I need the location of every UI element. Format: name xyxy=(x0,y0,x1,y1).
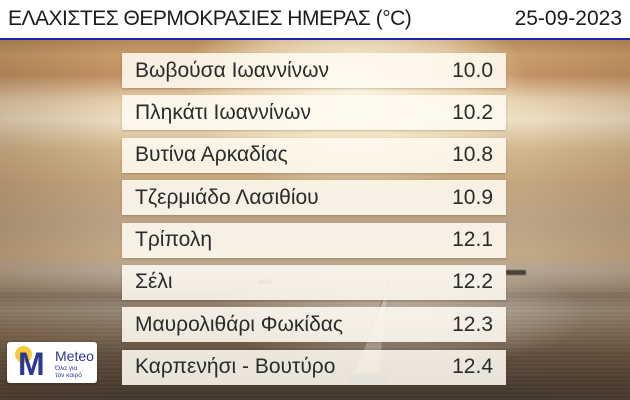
location-label: Τρίπολη xyxy=(135,228,213,252)
logo-brand-text: Meteo xyxy=(55,348,94,364)
meteo-logo: M Meteo Όλα για τον καιρό xyxy=(7,342,97,383)
location-label: Καρπενήσι - Βουτύρο xyxy=(135,355,336,379)
temperature-value: 12.1 xyxy=(452,228,493,252)
location-label: Τζερμιάδο Λασιθίου xyxy=(135,185,319,209)
table-row: Πληκάτι Ιωαννίνων 10.2 xyxy=(122,95,506,131)
header-divider xyxy=(0,38,630,40)
location-label: Βωβούσα Ιωαννίνων xyxy=(135,58,330,82)
table-row: Τζερμιάδο Λασιθίου 10.9 xyxy=(122,180,506,216)
temperature-value: 10.8 xyxy=(452,143,493,167)
table-row: Σέλι 12.2 xyxy=(122,264,506,300)
table-row: Βυτίνα Αρκαδίας 10.8 xyxy=(122,137,506,173)
sea-background-photo: Βωβούσα Ιωαννίνων 10.0 Πληκάτι Ιωαννίνων… xyxy=(0,40,630,400)
page-title: ΕΛΑΧΙΣΤΕΣ ΘΕΡΜΟΚΡΑΣΙΕΣ ΗΜΕΡΑΣ (°C) xyxy=(8,7,412,30)
location-label: Πληκάτι Ιωαννίνων xyxy=(135,100,311,124)
meteo-monogram: M xyxy=(18,346,45,382)
table-row: Βωβούσα Ιωαννίνων 10.0 xyxy=(122,53,506,88)
header-date: 25-09-2023 xyxy=(514,7,622,30)
location-label: Μαυρολιθάρι Φωκίδας xyxy=(135,312,344,336)
temperature-value: 10.9 xyxy=(452,185,493,209)
logo-tagline: Όλα για τον καιρό xyxy=(55,365,82,379)
sun-icon xyxy=(15,346,32,363)
location-label: Βυτίνα Αρκαδίας xyxy=(135,143,288,167)
location-label: Σέλι xyxy=(135,270,173,294)
temperature-value: 12.3 xyxy=(452,312,493,336)
table-row: Μαυρολιθάρι Φωκίδας 12.3 xyxy=(122,307,506,343)
logo-tagline-line2: τον καιρό xyxy=(55,372,82,379)
table-row: Καρπενήσι - Βουτύρο 12.4 xyxy=(122,349,506,385)
header-bar: ΕΛΑΧΙΣΤΕΣ ΘΕΡΜΟΚΡΑΣΙΕΣ ΗΜΕΡΑΣ (°C) 25-09… xyxy=(0,0,630,38)
logo-tagline-line1: Όλα για xyxy=(55,365,78,372)
ship-silhouette-icon xyxy=(506,270,526,275)
temperature-table: Βωβούσα Ιωαννίνων 10.0 Πληκάτι Ιωαννίνων… xyxy=(122,53,506,385)
table-row: Τρίπολη 12.1 xyxy=(122,222,506,258)
temperature-value: 10.0 xyxy=(452,58,493,82)
temperature-value: 12.2 xyxy=(452,270,493,294)
temperature-value: 12.4 xyxy=(452,355,493,379)
temperature-value: 10.2 xyxy=(452,100,493,124)
